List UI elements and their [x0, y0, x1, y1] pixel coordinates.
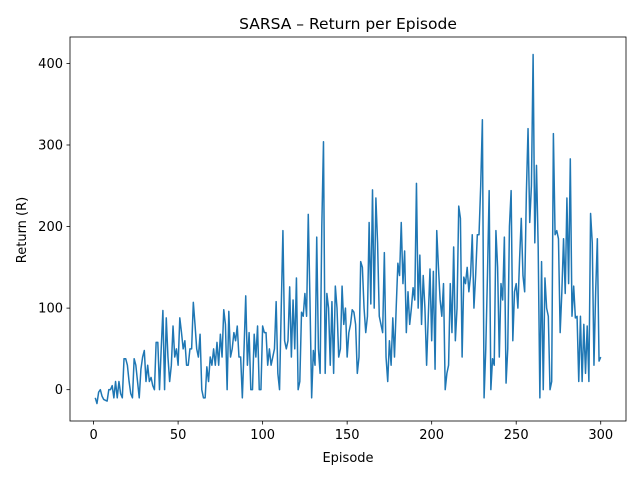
- x-tick-label: 0: [89, 428, 97, 443]
- x-tick-label: 200: [419, 428, 444, 443]
- data-line: [94, 53, 602, 405]
- y-tick-label: 0: [55, 383, 63, 398]
- y-axis-label: Return (R): [15, 197, 30, 263]
- plot-frame: [69, 36, 627, 422]
- x-tick-label: 100: [250, 428, 275, 443]
- x-tick-label: 150: [335, 428, 360, 443]
- chart-title: SARSA – Return per Episode: [239, 15, 457, 33]
- x-tick-label: 250: [504, 428, 529, 443]
- x-tick-label: 300: [588, 428, 613, 443]
- x-axis-label: Episode: [322, 451, 373, 466]
- x-tick-label: 50: [170, 428, 187, 443]
- y-tick-label: 300: [38, 138, 63, 153]
- y-tick-label: 200: [38, 220, 63, 235]
- y-tick-label: 100: [38, 302, 63, 317]
- y-tick-label: 400: [38, 57, 63, 72]
